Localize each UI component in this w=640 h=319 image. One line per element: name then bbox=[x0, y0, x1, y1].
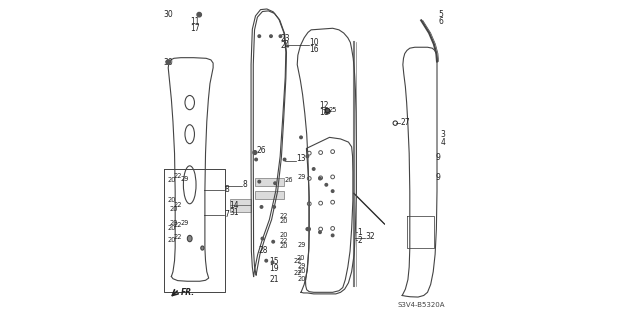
Text: 20: 20 bbox=[168, 197, 176, 203]
Text: 2: 2 bbox=[357, 236, 362, 245]
Circle shape bbox=[255, 158, 257, 161]
Circle shape bbox=[325, 108, 330, 113]
Text: 30: 30 bbox=[163, 10, 173, 19]
Text: 15: 15 bbox=[269, 257, 279, 266]
Text: 9: 9 bbox=[435, 173, 440, 182]
Circle shape bbox=[261, 237, 264, 240]
Text: 22: 22 bbox=[280, 238, 289, 244]
Text: 1: 1 bbox=[357, 228, 362, 237]
Circle shape bbox=[279, 35, 282, 37]
Text: 26: 26 bbox=[257, 145, 266, 154]
Circle shape bbox=[265, 259, 268, 262]
Text: 28: 28 bbox=[258, 246, 268, 255]
Text: 14: 14 bbox=[229, 201, 239, 210]
Text: 20: 20 bbox=[168, 237, 176, 243]
Ellipse shape bbox=[188, 235, 192, 242]
Circle shape bbox=[273, 206, 275, 208]
Text: 26: 26 bbox=[285, 177, 293, 183]
Text: 22: 22 bbox=[174, 202, 182, 208]
Text: 31: 31 bbox=[229, 208, 239, 217]
Text: 23: 23 bbox=[280, 34, 290, 43]
Circle shape bbox=[166, 60, 170, 64]
Text: 19: 19 bbox=[269, 264, 279, 273]
Text: 20: 20 bbox=[170, 220, 179, 226]
Circle shape bbox=[325, 183, 328, 186]
Text: 6: 6 bbox=[438, 18, 443, 26]
Text: 8: 8 bbox=[243, 180, 247, 189]
Text: 12: 12 bbox=[319, 101, 329, 110]
Circle shape bbox=[272, 241, 275, 243]
Text: 20: 20 bbox=[298, 276, 307, 282]
Circle shape bbox=[269, 35, 272, 37]
Text: 4: 4 bbox=[441, 137, 445, 147]
Text: 20: 20 bbox=[280, 243, 289, 249]
Polygon shape bbox=[230, 205, 251, 212]
Text: 22: 22 bbox=[280, 213, 289, 219]
Text: 8: 8 bbox=[225, 185, 229, 194]
Text: 20: 20 bbox=[168, 226, 176, 232]
Text: 21: 21 bbox=[269, 275, 279, 284]
Text: 27: 27 bbox=[401, 118, 410, 127]
Text: 10: 10 bbox=[310, 38, 319, 47]
Text: 20: 20 bbox=[280, 233, 289, 238]
Circle shape bbox=[253, 151, 257, 154]
Circle shape bbox=[300, 136, 302, 139]
Text: 11: 11 bbox=[190, 18, 200, 26]
Circle shape bbox=[258, 180, 260, 183]
Text: 24: 24 bbox=[280, 41, 290, 50]
Circle shape bbox=[319, 177, 321, 180]
Text: 13: 13 bbox=[296, 154, 306, 163]
Text: 29: 29 bbox=[298, 263, 306, 269]
Text: 32: 32 bbox=[366, 232, 376, 241]
Text: S3V4-B5320A: S3V4-B5320A bbox=[397, 302, 445, 308]
Text: 22: 22 bbox=[293, 258, 302, 264]
Text: 20: 20 bbox=[296, 255, 305, 261]
Text: 7: 7 bbox=[225, 210, 229, 219]
Circle shape bbox=[312, 168, 315, 170]
Text: 20: 20 bbox=[280, 218, 289, 224]
Circle shape bbox=[274, 182, 276, 184]
Text: 29: 29 bbox=[297, 174, 306, 180]
Text: 17: 17 bbox=[190, 24, 200, 33]
Ellipse shape bbox=[201, 246, 204, 250]
Text: 29: 29 bbox=[181, 220, 189, 226]
Polygon shape bbox=[230, 199, 251, 205]
Circle shape bbox=[319, 231, 321, 234]
Text: 22: 22 bbox=[174, 173, 182, 179]
Circle shape bbox=[306, 155, 308, 158]
Text: FR.: FR. bbox=[181, 288, 195, 297]
Text: 25: 25 bbox=[328, 108, 337, 114]
Text: 20: 20 bbox=[170, 205, 179, 211]
Text: 30: 30 bbox=[163, 58, 173, 67]
Text: 5: 5 bbox=[438, 10, 443, 19]
Text: 22: 22 bbox=[174, 222, 182, 228]
Circle shape bbox=[197, 12, 202, 17]
Text: 22: 22 bbox=[174, 234, 182, 240]
Text: 3: 3 bbox=[441, 130, 445, 139]
Circle shape bbox=[271, 261, 274, 263]
Text: 20: 20 bbox=[298, 268, 307, 274]
Circle shape bbox=[284, 158, 286, 161]
Text: 22: 22 bbox=[293, 270, 302, 276]
Circle shape bbox=[332, 234, 334, 237]
Circle shape bbox=[332, 190, 334, 192]
Polygon shape bbox=[255, 178, 284, 186]
Polygon shape bbox=[255, 191, 284, 199]
Circle shape bbox=[306, 228, 308, 230]
Text: 29: 29 bbox=[297, 242, 306, 248]
Circle shape bbox=[260, 206, 263, 208]
Text: 18: 18 bbox=[319, 108, 329, 117]
Text: 9: 9 bbox=[435, 153, 440, 162]
Text: 29: 29 bbox=[181, 176, 189, 182]
Text: 16: 16 bbox=[310, 45, 319, 54]
Text: 20: 20 bbox=[168, 177, 176, 183]
Circle shape bbox=[258, 35, 260, 37]
